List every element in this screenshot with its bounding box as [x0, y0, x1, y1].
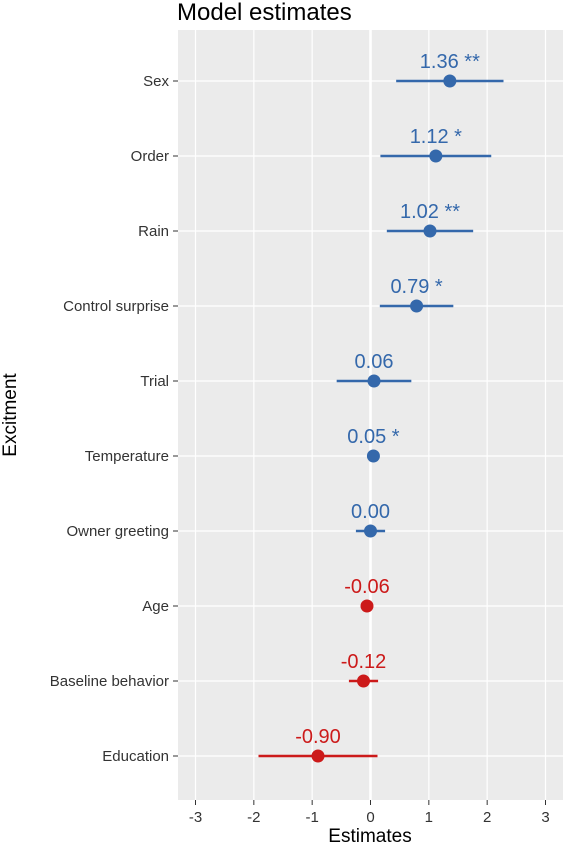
x-tick-label: 0 — [366, 809, 374, 826]
x-tick-label: 1 — [425, 809, 433, 826]
axes: -3 -2 -1 0 1 2 3 Sex Order Rain Control surprise Tr… — [50, 73, 550, 826]
x-tick-label: -3 — [189, 809, 202, 826]
x-tick-label: -2 — [247, 809, 260, 826]
estimate-label: 1.02 ** — [400, 201, 460, 223]
y-tick-label: Control surprise — [63, 298, 169, 315]
estimate-label: -0.12 — [341, 651, 387, 673]
y-tick-label: Rain — [138, 223, 169, 240]
y-tick-label: Baseline behavior — [50, 673, 169, 690]
y-tick-label: Owner greeting — [66, 523, 169, 540]
y-tick-label: Education — [102, 748, 169, 765]
x-axis-title: Estimates — [328, 826, 411, 847]
estimate-point — [429, 149, 443, 163]
estimate-label: 0.06 — [355, 351, 394, 373]
y-tick-label: Sex — [143, 73, 169, 90]
estimate-point — [357, 674, 370, 688]
y-tick-label: Age — [142, 598, 169, 615]
estimate-label: 0.05 * — [347, 426, 399, 448]
y-tick-label: Trial — [140, 373, 169, 390]
estimate-point — [311, 749, 325, 763]
estimate-label: -0.90 — [295, 726, 341, 748]
estimate-point — [367, 374, 381, 388]
estimate-marks: 1.36 ** 1.12 * 1.02 ** 0.79 * 0.06 0.05 * 0.00… — [258, 51, 504, 763]
estimate-point — [366, 449, 380, 463]
x-tick-label: -1 — [305, 809, 318, 826]
x-tick-label: 2 — [483, 809, 491, 826]
estimate-point — [443, 74, 457, 88]
chart-title: Model estimates — [177, 0, 352, 26]
estimate-label: 1.36 ** — [420, 51, 480, 73]
estimate-point — [410, 299, 424, 313]
y-tick-label: Order — [131, 148, 169, 165]
y-tick-label: Temperature — [85, 448, 169, 465]
estimate-label: -0.06 — [344, 576, 390, 598]
y-axis-title: Excitment — [0, 373, 21, 457]
estimate-point — [423, 224, 437, 238]
x-tick-label: 3 — [541, 809, 549, 826]
estimate-point — [364, 524, 377, 538]
estimate-label: 0.79 * — [390, 276, 442, 298]
estimate-label: 1.12 * — [410, 126, 462, 148]
estimate-label: 0.00 — [351, 501, 390, 523]
estimate-point — [360, 599, 374, 613]
